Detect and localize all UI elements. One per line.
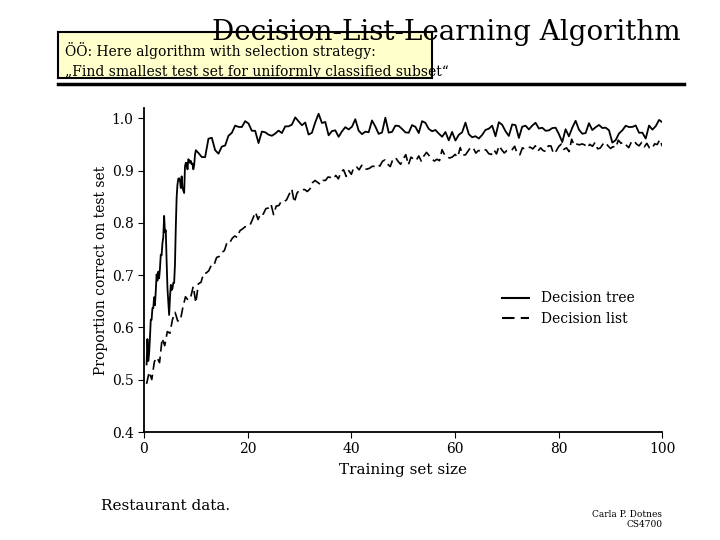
Line: Decision list: Decision list — [147, 139, 662, 384]
Decision list — [658, 143, 667, 150]
Line: Decision tree: Decision tree — [147, 114, 662, 364]
Decision tree — [628, 124, 636, 130]
Decision tree — [149, 305, 158, 311]
Text: ÖÖ: Here algorithm with selection strategy:: ÖÖ: Here algorithm with selection strate… — [65, 43, 376, 59]
Decision list — [616, 140, 625, 146]
Decision list — [174, 318, 182, 324]
Decision list — [635, 143, 644, 149]
Text: „Find smallest test set for uniformly classified subset“: „Find smallest test set for uniformly cl… — [65, 65, 449, 79]
Decision list — [238, 226, 247, 232]
Decision tree — [605, 127, 613, 133]
Decision list — [143, 381, 151, 387]
Decision list — [567, 136, 576, 143]
Legend: Decision tree, Decision list: Decision tree, Decision list — [496, 286, 640, 332]
Decision list — [163, 328, 171, 335]
Decision tree — [186, 158, 195, 164]
Decision tree — [153, 271, 161, 278]
Decision tree — [173, 181, 181, 187]
Decision tree — [314, 111, 323, 117]
Y-axis label: Proportion correct on test set: Proportion correct on test set — [94, 165, 107, 375]
Text: Decision-List-Learning Algorithm: Decision-List-Learning Algorithm — [212, 19, 680, 46]
Decision list — [279, 198, 288, 205]
Text: Carla P. Dotnes
CS4700: Carla P. Dotnes CS4700 — [593, 510, 662, 529]
Decision tree — [658, 119, 667, 125]
Decision tree — [143, 361, 151, 368]
X-axis label: Training set size: Training set size — [339, 463, 467, 477]
Text: Restaurant data.: Restaurant data. — [101, 499, 230, 513]
